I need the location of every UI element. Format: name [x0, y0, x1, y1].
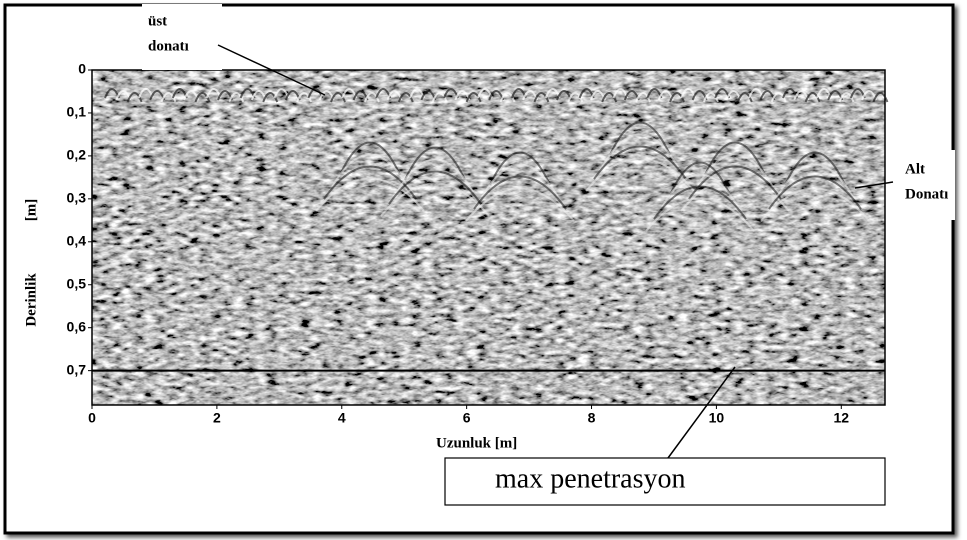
y-tick-label: 0,5	[67, 275, 87, 291]
y-axis-unit: [m]	[23, 199, 39, 222]
hyperbola	[804, 92, 821, 103]
y-tick-label: 0,3	[67, 190, 87, 206]
hyperbola	[404, 146, 466, 181]
hyperbola	[585, 157, 695, 192]
annotation: donatı	[148, 38, 189, 54]
hyperbola	[669, 92, 685, 103]
y-tick-label: 0	[78, 61, 86, 77]
hyperbola	[635, 92, 652, 103]
hyperbola	[601, 133, 679, 168]
x-tick-label: 0	[88, 410, 96, 426]
hyperbola	[160, 92, 177, 103]
hyperbola	[315, 177, 425, 212]
annotation: üst	[148, 13, 167, 29]
hyperbola	[760, 187, 870, 222]
hyperbola	[883, 88, 900, 99]
annotation-box	[444, 457, 886, 506]
annotation: max penetrasyon	[495, 463, 686, 494]
label-box	[887, 150, 955, 220]
hyperbola	[609, 121, 671, 156]
hyperbola	[601, 92, 618, 103]
hyperbola	[126, 92, 143, 103]
hyperbola	[330, 92, 346, 103]
hyperbola	[323, 165, 417, 200]
x-tick-label: 8	[588, 410, 596, 426]
hyperbola	[702, 92, 719, 103]
hyperbola	[396, 158, 474, 193]
x-tick-label: 12	[834, 410, 850, 426]
label-box	[142, 4, 222, 70]
y-tick-label: 0,4	[67, 232, 87, 248]
radargram-image	[92, 70, 885, 405]
hyperbola	[567, 92, 584, 103]
hyperbola	[645, 197, 755, 232]
y-tick-label: 0,1	[67, 104, 87, 120]
hyperbola	[465, 92, 482, 103]
hyperbola	[363, 92, 380, 103]
hyperbola	[431, 92, 448, 103]
hyperbola	[499, 92, 516, 103]
arrow	[217, 44, 326, 96]
hyperbola	[784, 151, 846, 186]
x-tick-label: 6	[463, 410, 471, 426]
x-axis-label: Uzunluk [m]	[436, 435, 517, 451]
hyperbola	[194, 92, 211, 103]
hyperbola	[872, 92, 889, 103]
hyperbola	[704, 141, 766, 176]
hyperbola	[262, 92, 279, 103]
y-tick-label: 0,7	[67, 361, 87, 377]
arrow	[854, 181, 894, 189]
y-axis-label: Derinlik	[23, 273, 39, 327]
hyperbola	[473, 175, 567, 210]
x-tick-label: 10	[709, 410, 725, 426]
hyperbola	[653, 185, 747, 220]
x-tick-label: 2	[213, 410, 221, 426]
hyperbola	[481, 163, 559, 198]
hyperbola	[380, 182, 490, 217]
plot-border	[91, 69, 886, 406]
hyperbola	[768, 175, 862, 210]
hyperbola	[770, 92, 787, 103]
hyperbola	[776, 163, 854, 198]
y-tick-label: 0,6	[67, 318, 87, 334]
y-tick-label: 0,2	[67, 147, 87, 163]
hyperbola	[296, 92, 313, 103]
annotation: Alt	[905, 161, 925, 177]
hyperbola	[339, 141, 401, 176]
hyperbola	[669, 161, 731, 196]
x-tick-label: 4	[338, 410, 346, 426]
annotation: Donatı	[905, 186, 948, 202]
hyperbola	[331, 153, 409, 188]
hyperbola	[533, 92, 550, 103]
hyperbola	[397, 92, 414, 103]
arrow	[667, 366, 736, 459]
hyperbolas	[104, 88, 900, 232]
hyperbola	[838, 92, 855, 103]
hyperbola	[228, 92, 245, 103]
hyperbola	[465, 187, 575, 222]
hyperbola	[593, 145, 687, 180]
hyperbola	[736, 92, 753, 103]
hyperbola	[661, 173, 739, 208]
hyperbola	[489, 151, 551, 186]
hyperbola	[388, 170, 482, 205]
